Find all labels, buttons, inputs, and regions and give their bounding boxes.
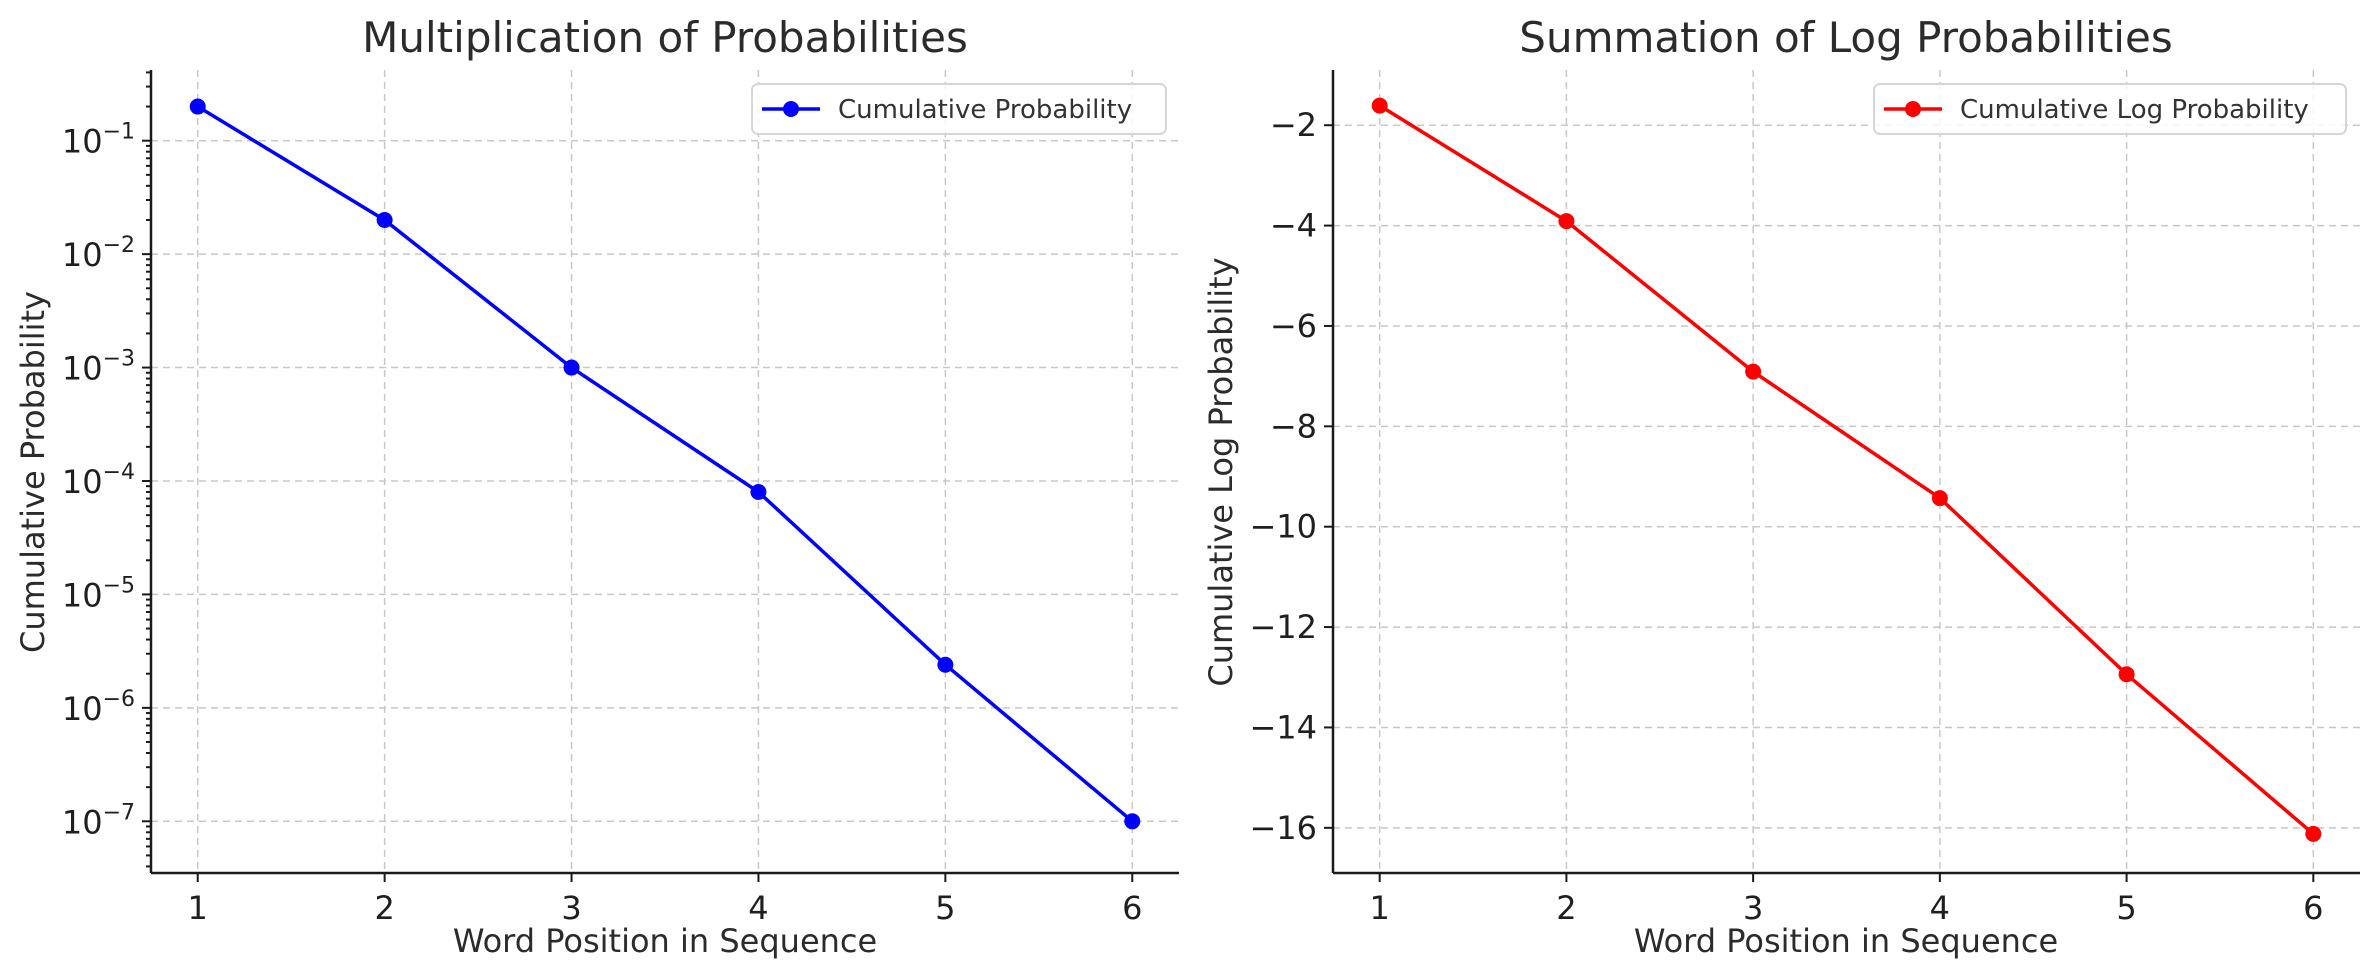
- data-point: [189, 98, 206, 115]
- y-tick-label: −16: [1249, 809, 1317, 847]
- data-point: [937, 656, 954, 673]
- y-tick-label: 10−3: [62, 347, 135, 388]
- x-tick-label: 1: [188, 889, 208, 927]
- x-tick-label: 4: [748, 889, 768, 927]
- y-tick-label: −8: [1270, 407, 1317, 445]
- data-point: [2118, 666, 2135, 683]
- plot-area: 1 2 3 4 5 6 −2 −4 −6 −8 −10 −12 −14 −16: [1249, 70, 2360, 927]
- data-point: [376, 211, 393, 228]
- data-point: [1371, 97, 1388, 114]
- legend-box: [1873, 83, 2347, 135]
- x-tick-label: 1: [1370, 889, 1390, 927]
- data-point: [1558, 213, 1575, 230]
- x-axis-label: Word Position in Sequence: [453, 922, 877, 960]
- x-tick-label: 4: [1930, 889, 1950, 927]
- legend: Cumulative Log Probability: [1873, 83, 2347, 135]
- legend-label: Cumulative Log Probability: [1960, 95, 2309, 125]
- y-tick-label: 10−5: [62, 573, 135, 614]
- x-tick-label: 6: [2303, 889, 2323, 927]
- data-point: [2305, 825, 2322, 842]
- x-tick-label: 2: [1556, 889, 1576, 927]
- x-tick-label: 5: [2116, 889, 2136, 927]
- plot-area: 1 2 3 4 5 6 10−1 10−2 10−3 10−4 10−5 10−6 10−7: [62, 70, 1179, 927]
- y-tick-label: −14: [1249, 708, 1317, 746]
- chart-multiplication-of-probabilities: Multiplication of Probabilities Word Pos…: [14, 13, 1179, 960]
- y-tick-label: 10−4: [62, 460, 135, 501]
- legend-marker-swatch: [1905, 101, 1921, 117]
- y-tick-label: −4: [1270, 207, 1317, 245]
- data-point: [563, 359, 580, 376]
- x-tick-label: 2: [374, 889, 394, 927]
- data-point: [1124, 813, 1141, 830]
- y-tick-label: 10−2: [62, 233, 135, 274]
- y-tick-label: 10−7: [62, 800, 135, 841]
- chart-summation-of-log-probabilities: Summation of Log Probabilities Word Posi…: [1202, 13, 2360, 960]
- y-axis-label: Cumulative Log Probability: [1202, 257, 1240, 686]
- y-tick-label: 10−1: [62, 120, 135, 161]
- chart-title: Multiplication of Probabilities: [362, 13, 968, 62]
- y-axis-label: Cumulative Probability: [14, 291, 52, 653]
- series-line: [196, 105, 1134, 823]
- series-line: [1378, 104, 2315, 836]
- y-tick-label: 10−6: [62, 687, 135, 728]
- x-tick-label: 6: [1122, 889, 1142, 927]
- x-tick-label: 3: [1743, 889, 1763, 927]
- x-tick-label: 3: [561, 889, 581, 927]
- chart-title: Summation of Log Probabilities: [1519, 13, 2172, 62]
- y-tick-label: −6: [1270, 307, 1317, 345]
- legend-marker-swatch: [783, 101, 799, 117]
- legend-box: [751, 83, 1167, 135]
- data-point: [1745, 363, 1762, 380]
- data-point: [750, 483, 767, 500]
- x-axis-label: Word Position in Sequence: [1634, 922, 2058, 960]
- y-tick-label: −12: [1249, 608, 1317, 646]
- legend-label: Cumulative Probability: [838, 95, 1132, 125]
- x-tick-label: 5: [935, 889, 955, 927]
- legend: Cumulative Probability: [751, 83, 1167, 135]
- y-tick-label: −2: [1270, 106, 1317, 144]
- data-point: [1931, 490, 1948, 507]
- y-tick-label: −10: [1249, 508, 1317, 546]
